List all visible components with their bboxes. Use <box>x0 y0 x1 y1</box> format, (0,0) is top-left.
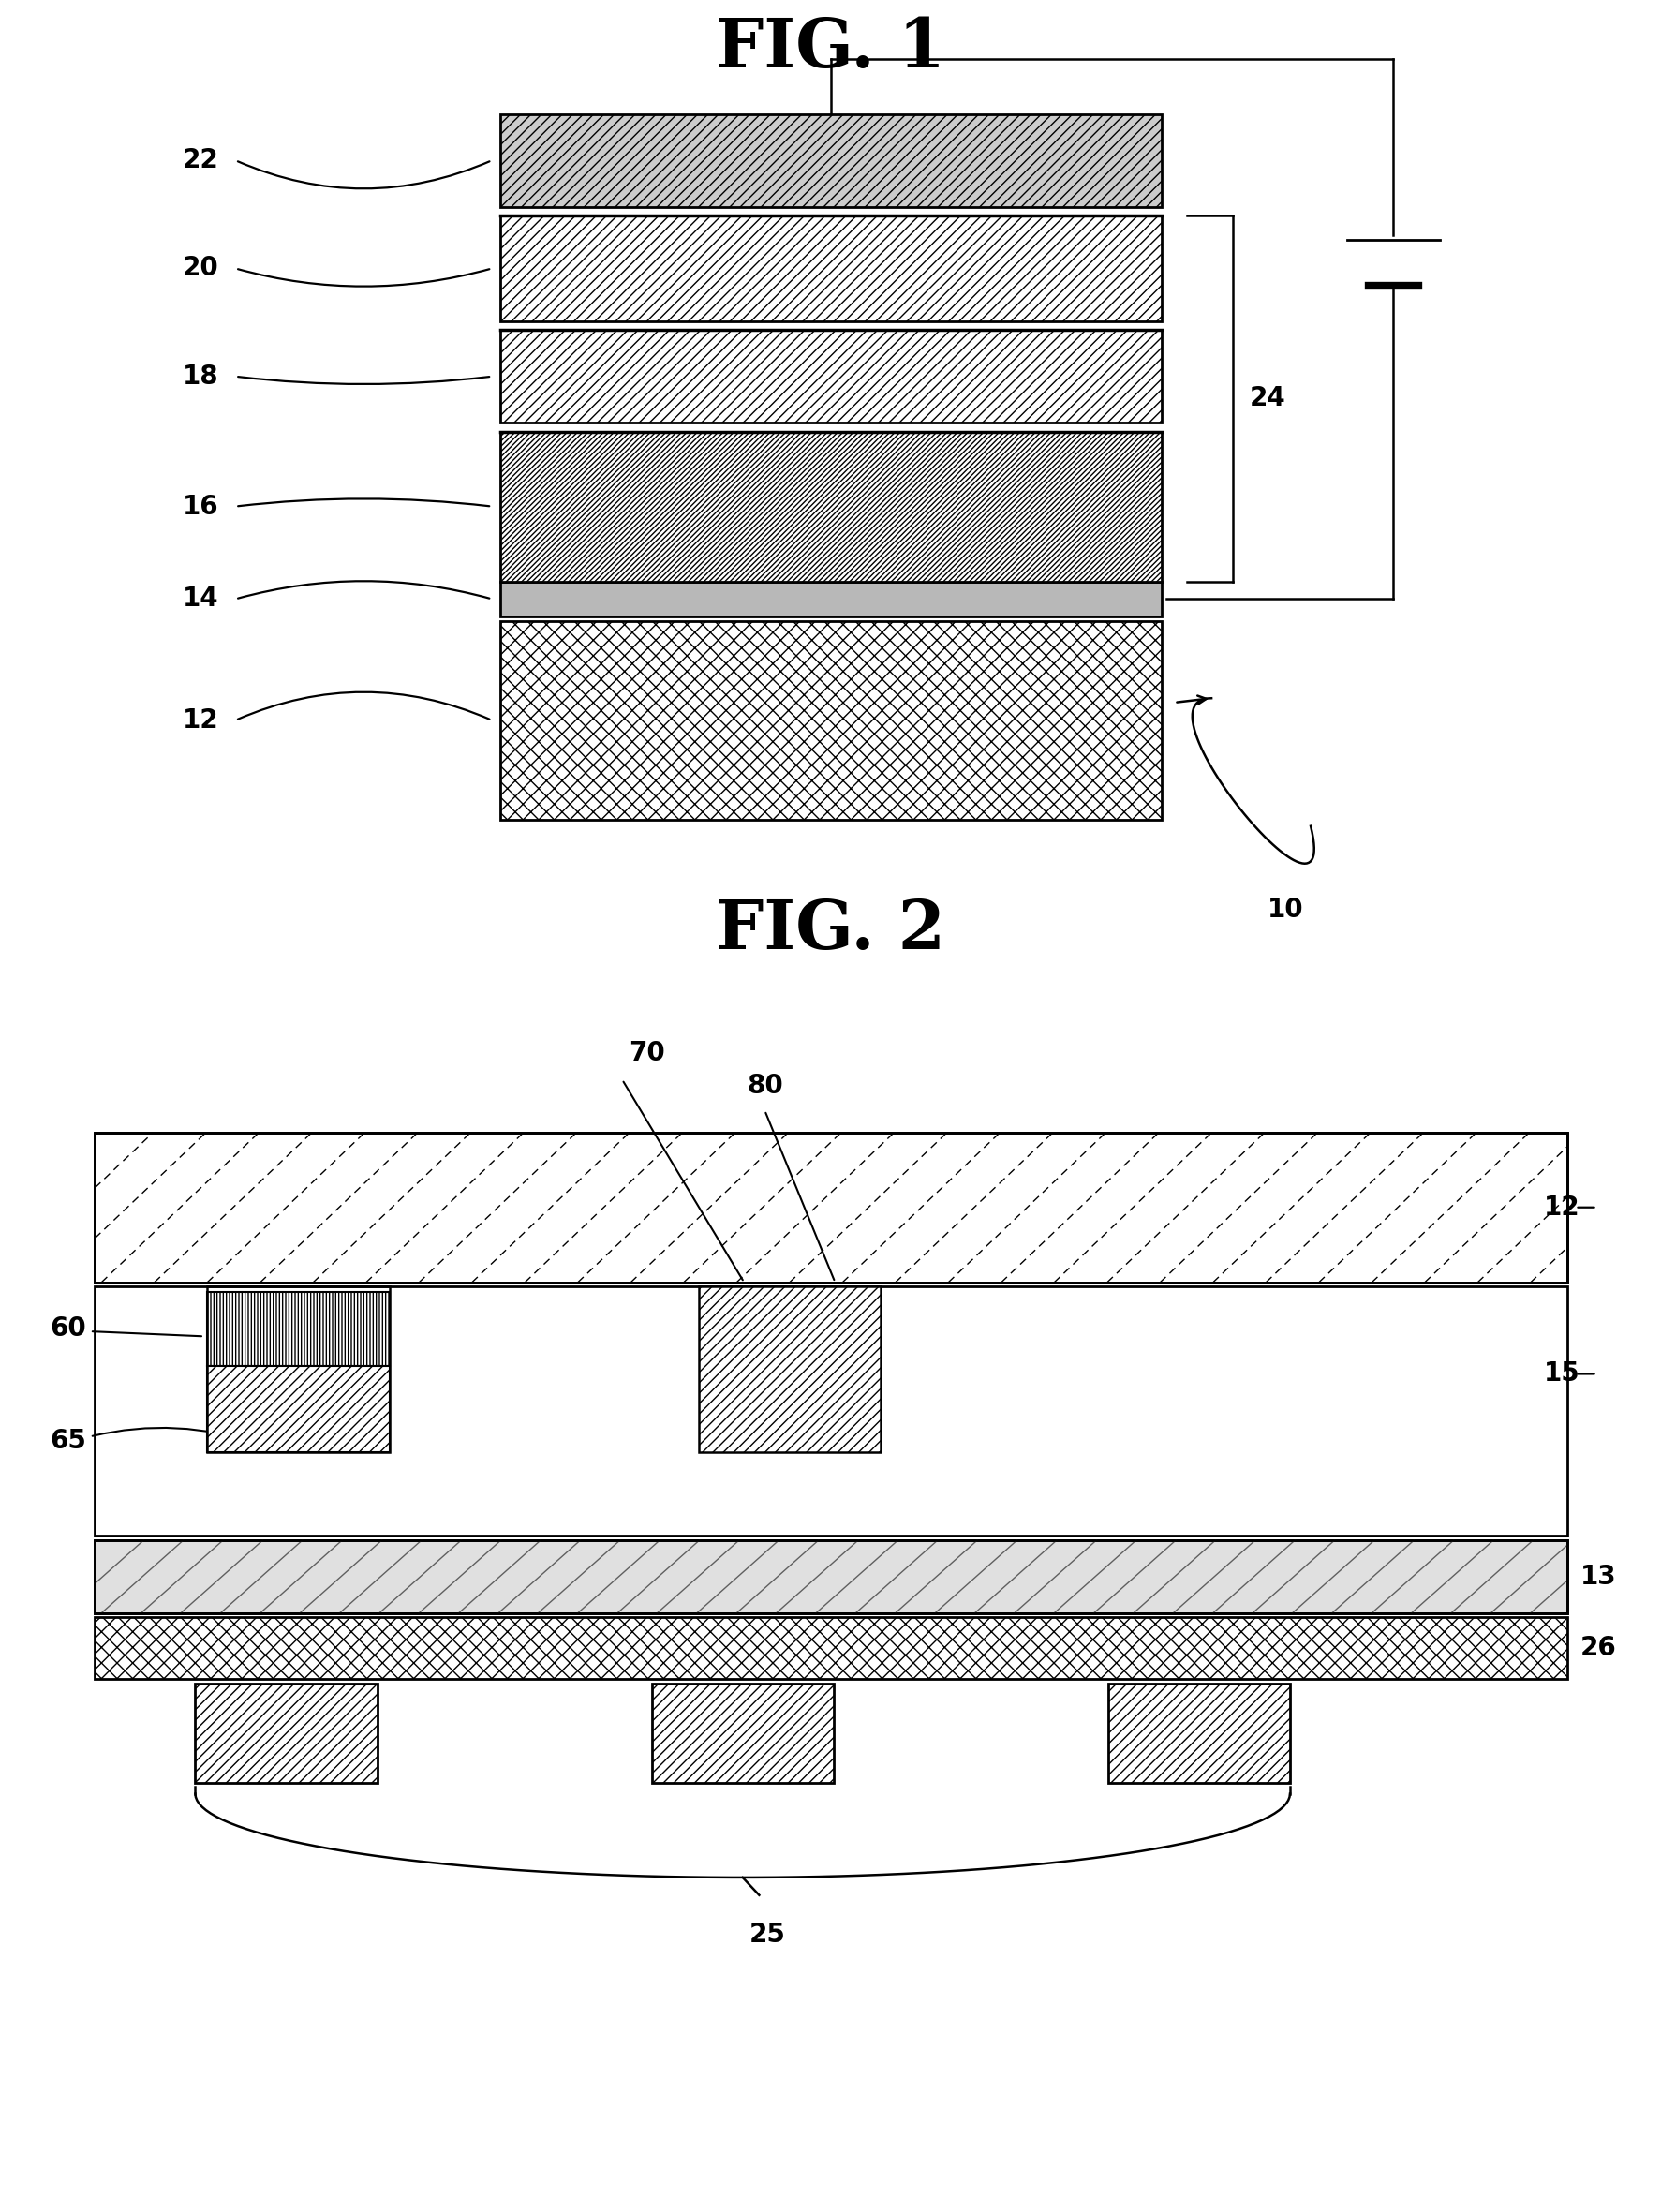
Bar <box>500 582 1161 617</box>
Text: 16: 16 <box>183 493 219 520</box>
Bar <box>698 1287 880 1451</box>
Bar <box>500 115 1161 206</box>
Text: 65: 65 <box>50 1429 86 1453</box>
Text: 12: 12 <box>183 708 219 734</box>
Bar <box>208 1292 389 1367</box>
Bar <box>95 1617 1566 1679</box>
Text: 80: 80 <box>746 1073 782 1099</box>
Text: 12: 12 <box>1543 1194 1580 1221</box>
Text: 70: 70 <box>628 1040 664 1066</box>
Bar <box>500 622 1161 818</box>
Bar <box>500 431 1161 582</box>
Bar <box>500 215 1161 321</box>
Text: 18: 18 <box>183 363 219 389</box>
Text: 60: 60 <box>50 1314 86 1340</box>
Bar <box>1108 1683 1289 1783</box>
Bar <box>95 1540 1566 1613</box>
Bar <box>95 1287 1566 1535</box>
Text: FIG. 1: FIG. 1 <box>716 15 945 82</box>
Bar <box>95 1133 1566 1283</box>
Text: 10: 10 <box>1267 896 1304 922</box>
Bar <box>651 1683 834 1783</box>
Bar <box>500 330 1161 422</box>
Text: 14: 14 <box>183 586 219 613</box>
Bar <box>95 1133 1566 1283</box>
Text: FIG. 2: FIG. 2 <box>716 896 945 962</box>
Text: 25: 25 <box>749 1922 786 1949</box>
Bar <box>208 1287 389 1451</box>
Text: 24: 24 <box>1249 385 1286 411</box>
Bar <box>95 1540 1566 1613</box>
Bar <box>196 1683 377 1783</box>
Text: 15: 15 <box>1543 1360 1580 1387</box>
Text: 22: 22 <box>183 148 219 173</box>
Text: 26: 26 <box>1580 1635 1616 1661</box>
Text: 13: 13 <box>1580 1564 1616 1590</box>
Text: 20: 20 <box>183 254 219 281</box>
Bar <box>208 1367 389 1451</box>
